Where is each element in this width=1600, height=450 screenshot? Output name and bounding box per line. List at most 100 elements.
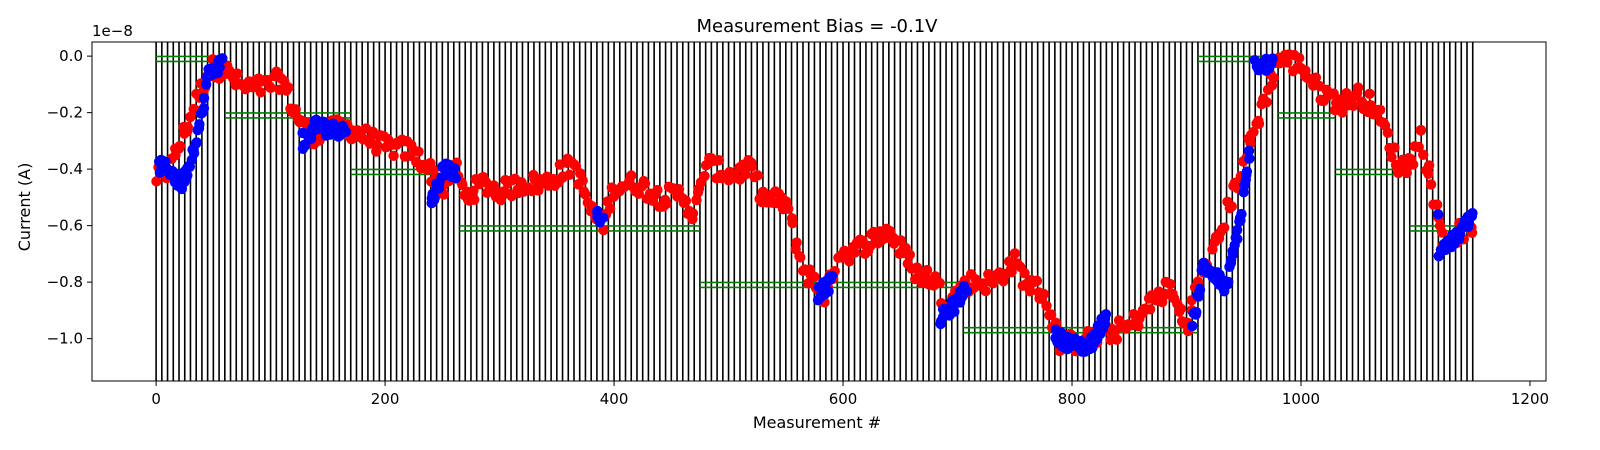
red-data-point <box>1268 72 1279 84</box>
red-data-point <box>1352 82 1364 93</box>
chart-title: Measurement Bias = -0.1V <box>696 16 938 37</box>
blue-data-point <box>188 148 200 159</box>
y-tick-label: −1.0 <box>47 330 83 348</box>
red-data-point <box>1382 127 1394 138</box>
blue-data-point <box>340 126 352 138</box>
x-tick-label: 200 <box>371 390 400 408</box>
red-data-point <box>1111 334 1123 345</box>
red-data-point <box>1423 160 1435 171</box>
blue-data-point <box>961 286 973 297</box>
x-tick-label: 400 <box>600 390 629 408</box>
red-data-point <box>1374 104 1386 116</box>
red-data-point <box>921 264 933 276</box>
red-data-point <box>283 82 294 93</box>
red-data-point <box>934 277 945 289</box>
blue-data-point <box>433 183 445 194</box>
red-data-point <box>413 146 424 157</box>
blue-data-point <box>429 192 440 204</box>
red-data-point <box>673 184 685 195</box>
blue-data-point <box>449 162 460 174</box>
red-data-point <box>783 203 794 214</box>
red-data-point <box>151 176 162 187</box>
red-data-point <box>1038 288 1049 300</box>
red-data-point <box>849 247 860 258</box>
red-data-point <box>1293 52 1305 64</box>
y-tick-label: 0.0 <box>59 47 83 65</box>
red-data-point <box>388 150 399 161</box>
blue-data-point <box>1236 208 1247 220</box>
red-data-point <box>791 237 802 248</box>
red-data-point <box>1415 124 1427 136</box>
red-data-point <box>1261 96 1272 108</box>
red-data-point <box>795 252 806 263</box>
red-data-point <box>1310 72 1322 83</box>
blue-data-point <box>1223 276 1234 288</box>
red-data-point <box>1226 201 1237 212</box>
blue-data-point <box>823 286 834 297</box>
blue-data-point <box>1467 207 1478 219</box>
red-data-point <box>1423 168 1434 179</box>
red-data-point <box>844 256 855 267</box>
red-data-point <box>1045 309 1057 320</box>
x-tick-label: 1200 <box>1511 390 1549 408</box>
y-tick-label: −0.6 <box>47 217 83 235</box>
blue-data-point <box>217 53 228 64</box>
blue-data-point <box>1243 145 1255 156</box>
red-data-point <box>1019 268 1030 279</box>
red-data-point <box>182 121 193 133</box>
blue-data-point <box>1241 166 1253 177</box>
red-data-point <box>652 184 663 196</box>
red-data-point <box>1425 179 1437 190</box>
red-data-point <box>371 139 383 151</box>
blue-data-point <box>1267 53 1278 64</box>
y-tick-label: −0.8 <box>47 273 83 291</box>
red-data-point <box>290 104 301 115</box>
red-data-point <box>1418 149 1429 160</box>
red-data-point <box>752 170 763 181</box>
red-data-point <box>1432 199 1443 210</box>
red-data-point <box>1348 100 1359 112</box>
blue-data-point <box>826 270 838 281</box>
red-data-point <box>469 194 480 205</box>
red-data-point <box>713 154 725 166</box>
red-data-point <box>1024 286 1036 297</box>
red-data-point <box>691 194 702 206</box>
red-data-point <box>1364 88 1375 100</box>
red-data-point <box>746 161 757 172</box>
red-data-point <box>787 217 798 229</box>
blue-data-point <box>598 212 609 223</box>
y-tick-label: −0.2 <box>47 104 83 122</box>
red-data-point <box>1337 107 1348 118</box>
red-data-point <box>895 235 907 246</box>
red-data-point <box>1386 151 1397 163</box>
x-tick-label: 800 <box>1058 390 1087 408</box>
red-data-point <box>488 180 500 191</box>
red-data-point <box>904 249 915 260</box>
red-data-point <box>232 68 243 79</box>
x-tick-label: 600 <box>829 390 858 408</box>
blue-data-point <box>214 62 225 73</box>
red-data-point <box>468 185 479 196</box>
blue-data-point <box>1187 320 1198 332</box>
red-data-point <box>265 82 276 94</box>
red-data-point <box>1009 248 1021 259</box>
blue-data-point <box>1194 284 1206 296</box>
blue-data-point <box>194 119 205 130</box>
red-data-point <box>598 224 609 236</box>
red-data-point <box>1144 304 1156 315</box>
red-data-point <box>699 170 710 182</box>
red-data-point <box>580 189 591 200</box>
plot-frame <box>91 41 1547 382</box>
red-data-point <box>564 169 575 180</box>
blue-data-point <box>1227 249 1239 260</box>
red-data-point <box>1401 167 1412 179</box>
red-data-point <box>980 285 991 297</box>
x-tick-label: 0 <box>151 390 161 408</box>
red-data-point <box>687 208 699 219</box>
red-data-point <box>639 178 651 189</box>
red-data-point <box>661 198 672 209</box>
blue-data-point <box>305 133 317 144</box>
